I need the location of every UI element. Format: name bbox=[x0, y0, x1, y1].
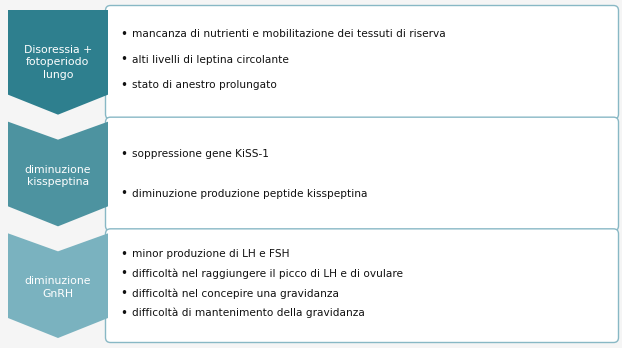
Text: difficoltà nel raggiungere il picco di LH e di ovulare: difficoltà nel raggiungere il picco di L… bbox=[132, 269, 403, 279]
Text: soppressione gene KiSS-1: soppressione gene KiSS-1 bbox=[132, 149, 269, 159]
Text: diminuzione
GnRH: diminuzione GnRH bbox=[25, 276, 91, 299]
Text: •: • bbox=[121, 187, 128, 200]
Text: stato di anestro prolungato: stato di anestro prolungato bbox=[132, 80, 277, 90]
Text: mancanza di nutrienti e mobilitazione dei tessuti di riserva: mancanza di nutrienti e mobilitazione de… bbox=[132, 29, 446, 39]
Polygon shape bbox=[8, 10, 108, 115]
Text: •: • bbox=[121, 27, 128, 41]
FancyBboxPatch shape bbox=[106, 229, 618, 342]
Text: •: • bbox=[121, 248, 128, 261]
Text: minor produzione di LH e FSH: minor produzione di LH e FSH bbox=[132, 249, 289, 259]
Text: difficoltà nel concepire una gravidanza: difficoltà nel concepire una gravidanza bbox=[132, 288, 339, 299]
Polygon shape bbox=[8, 122, 108, 226]
Text: •: • bbox=[121, 79, 128, 92]
Text: difficoltà di mantenimento della gravidanza: difficoltà di mantenimento della gravida… bbox=[132, 308, 365, 318]
Text: diminuzione produzione peptide kisspeptina: diminuzione produzione peptide kisspepti… bbox=[132, 189, 368, 199]
Text: Disoressia +
fotoperiodo
lungo: Disoressia + fotoperiodo lungo bbox=[24, 45, 92, 80]
Text: •: • bbox=[121, 307, 128, 320]
Text: •: • bbox=[121, 53, 128, 66]
Polygon shape bbox=[8, 233, 108, 338]
Text: •: • bbox=[121, 287, 128, 300]
FancyBboxPatch shape bbox=[106, 117, 618, 231]
FancyBboxPatch shape bbox=[106, 6, 618, 119]
Text: alti livelli di leptina circolante: alti livelli di leptina circolante bbox=[132, 55, 289, 65]
Text: •: • bbox=[121, 267, 128, 280]
Text: •: • bbox=[121, 148, 128, 161]
Text: diminuzione
kisspeptina: diminuzione kisspeptina bbox=[25, 165, 91, 187]
